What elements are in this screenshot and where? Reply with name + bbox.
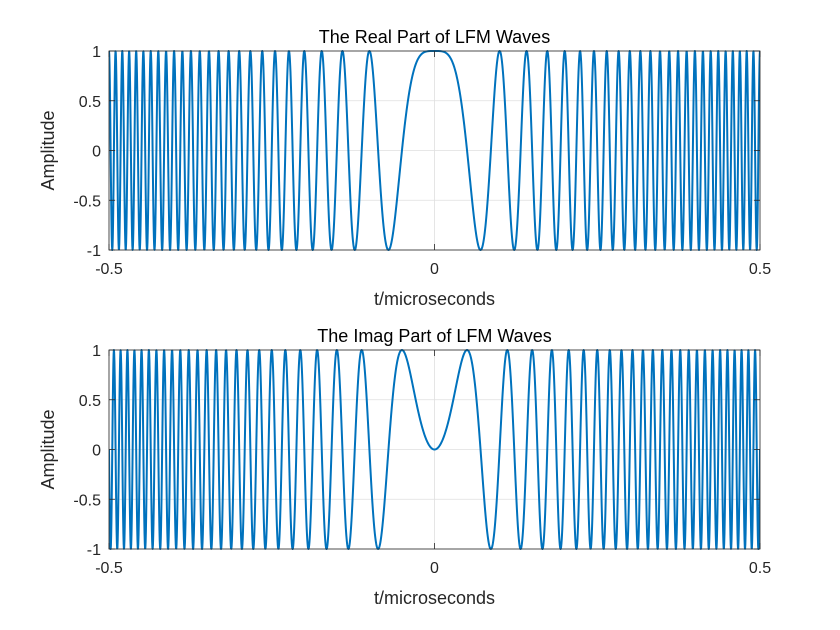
chart-2-x-tick-label-1: 0	[430, 560, 439, 577]
chart-2-title: The Imag Part of LFM Waves	[317, 326, 551, 346]
chart-1-y-tick-label-4: 1	[92, 44, 101, 61]
chart-2-y-tick-label-3: 0.5	[79, 393, 101, 410]
chart-1-y-axis-label: Amplitude	[38, 110, 58, 190]
chart-1-x-tick-label-2: 0.5	[749, 261, 771, 278]
chart-1-y-tick-label-3: 0.5	[79, 94, 101, 111]
chart-1-title: The Real Part of LFM Waves	[319, 27, 550, 47]
chart-2-x-tick-label-2: 0.5	[749, 560, 771, 577]
chart-2-y-tick-label-1: -0.5	[73, 492, 101, 509]
chart-1-y-tick-label-0: -1	[87, 243, 101, 260]
chart-2-y-axis-label: Amplitude	[38, 409, 58, 489]
chart-1-y-tick-label-1: -0.5	[73, 193, 101, 210]
chart-2-y-tick-label-2: 0	[92, 443, 101, 460]
chart-2-series-line-1	[109, 349, 760, 550]
chart-1-y-tick-label-2: 0	[92, 144, 101, 161]
chart-2-x-axis-label: t/microseconds	[374, 588, 495, 608]
chart-1-x-tick-label-0: -0.5	[95, 261, 123, 278]
chart-1-x-tick-label-1: 0	[430, 261, 439, 278]
chart-2-x-tick-label-0: -0.5	[95, 560, 123, 577]
chart-2-y-tick-label-0: -1	[87, 542, 101, 559]
chart-1-x-axis-label: t/microseconds	[374, 289, 495, 309]
chart-2-y-tick-label-4: 1	[92, 343, 101, 360]
